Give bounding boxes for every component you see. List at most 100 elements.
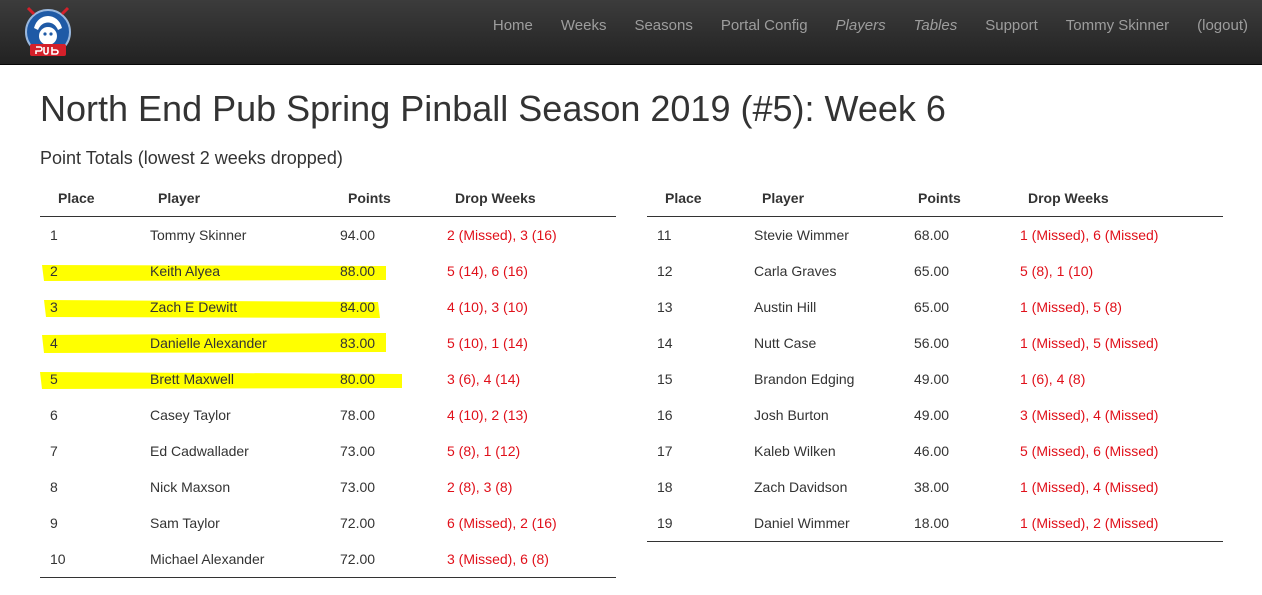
player-name-cell: Danielle Alexander	[150, 335, 267, 351]
drop-weeks-cell: 1 (Missed), 2 (Missed)	[1010, 505, 1223, 542]
drop-weeks-cell: 5 (10), 1 (14)	[447, 335, 528, 351]
nav-seasons[interactable]: Seasons	[634, 16, 693, 34]
place-cell: 6	[50, 407, 58, 423]
table-header-row: Place Player Points Drop Weeks	[647, 180, 1223, 217]
drop-weeks-cell: 3 (6), 4 (14)	[447, 371, 521, 387]
place-cell: 16	[657, 407, 673, 423]
top-navbar: Home Weeks Seasons Portal Config Players…	[0, 0, 1262, 65]
header-player: Player	[140, 180, 330, 217]
north-end-pub-logo-icon[interactable]	[20, 0, 76, 64]
nav-home[interactable]: Home	[492, 16, 533, 34]
points-cell: 49.00	[914, 407, 950, 423]
player-name-cell: Tommy Skinner	[150, 227, 247, 243]
table-row: 3 Zach E Dewitt 84.00 4 (10), 3 (10)	[40, 289, 616, 325]
player-name-cell: Josh Burton	[754, 407, 829, 423]
place-cell: 4	[50, 335, 58, 351]
nav-support[interactable]: Support	[985, 16, 1038, 34]
place-cell: 5	[50, 371, 58, 387]
player-name-cell: Zach Davidson	[754, 479, 848, 495]
place-cell: 14	[657, 335, 673, 351]
points-cell: 18.00	[904, 505, 1010, 542]
points-cell: 80.00	[340, 371, 376, 387]
nav-menu: Home Weeks Seasons Portal Config Players…	[479, 0, 1262, 50]
player-name-cell: Zach E Dewitt	[150, 299, 238, 315]
points-cell: 68.00	[914, 227, 950, 243]
drop-weeks-cell: 1 (6), 4 (8)	[1020, 371, 1086, 387]
header-drop-weeks: Drop Weeks	[1010, 180, 1223, 217]
standings-left-body: 1 Tommy Skinner 94.00 2 (Missed), 3 (16) 2 Ke…	[40, 217, 616, 578]
place-cell: 9	[50, 515, 58, 531]
table-header-row: Place Player Points Drop Weeks	[40, 180, 616, 217]
table-row: 5 Brett Maxwell 80.00 3 (6), 4 (14)	[40, 361, 616, 397]
table-row: 11 Stevie Wimmer 68.00 1 (Missed), 6 (Misse…	[647, 217, 1223, 254]
points-cell: 94.00	[340, 227, 376, 243]
points-cell: 65.00	[914, 263, 950, 279]
place-cell: 2	[50, 263, 58, 279]
points-cell: 56.00	[914, 335, 950, 351]
drop-weeks-cell: 2 (Missed), 3 (16)	[447, 227, 557, 243]
points-cell: 73.00	[340, 443, 376, 459]
drop-weeks-cell: 4 (10), 3 (10)	[447, 299, 528, 315]
nav-user-profile[interactable]: Tommy Skinner	[1065, 16, 1170, 34]
table-row: 19 Daniel Wimmer 18.00 1 (Missed), 2 (Misse…	[647, 505, 1223, 542]
table-row: 10 Michael Alexander 72.00 3 (Missed), 6 (8…	[40, 541, 616, 578]
place-cell: 11	[657, 227, 672, 243]
place-cell: 15	[657, 371, 673, 387]
nav-tables[interactable]: Tables	[913, 16, 958, 34]
points-cell: 88.00	[340, 263, 376, 279]
points-cell: 83.00	[340, 335, 376, 351]
point-totals-subtitle: Point Totals (lowest 2 weeks dropped)	[40, 148, 343, 168]
drop-weeks-cell: 5 (8), 1 (10)	[1020, 263, 1094, 279]
place-cell: 8	[50, 479, 58, 495]
points-cell: 38.00	[914, 479, 950, 495]
header-place: Place	[40, 180, 140, 217]
place-cell: 19	[647, 505, 744, 542]
table-row: 4 Danielle Alexander 83.00 5 (10), 1 (14)	[40, 325, 616, 361]
header-points: Points	[904, 180, 1010, 217]
nav-logout[interactable]: (logout)	[1197, 16, 1248, 34]
standings-table-right: Place Player Points Drop Weeks 11 Stevie …	[647, 180, 1223, 542]
place-cell: 7	[50, 443, 58, 459]
nav-portal-config[interactable]: Portal Config	[720, 16, 808, 34]
place-cell: 17	[657, 443, 673, 459]
player-name-cell: Austin Hill	[754, 299, 817, 315]
drop-weeks-cell: 1 (Missed), 6 (Missed)	[1020, 227, 1159, 243]
nav-players[interactable]: Players	[835, 16, 886, 34]
standings-table-left: Place Player Points Drop Weeks 1 Tommy Sk…	[40, 180, 616, 578]
table-row: 6 Casey Taylor 78.00 4 (10), 2 (13)	[40, 397, 616, 433]
table-row: 16 Josh Burton 49.00 3 (Missed), 4 (Missed)	[647, 397, 1223, 433]
drop-weeks-cell: 4 (10), 2 (13)	[447, 407, 528, 423]
drop-weeks-cell: 3 (Missed), 6 (8)	[437, 541, 616, 578]
player-name-cell: Keith Alyea	[150, 263, 221, 279]
table-row: 14 Nutt Case 56.00 1 (Missed), 5 (Missed)	[647, 325, 1223, 361]
player-name-cell: Nutt Case	[754, 335, 817, 351]
table-row: 2 Keith Alyea 88.00 5 (14), 6 (16)	[40, 253, 616, 289]
table-row: 7 Ed Cadwallader 73.00 5 (8), 1 (12)	[40, 433, 616, 469]
table-row: 13 Austin Hill 65.00 1 (Missed), 5 (8)	[647, 289, 1223, 325]
place-cell: 13	[657, 299, 673, 315]
table-row: 1 Tommy Skinner 94.00 2 (Missed), 3 (16)	[40, 217, 616, 254]
place-cell: 18	[657, 479, 673, 495]
table-row: 17 Kaleb Wilken 46.00 5 (Missed), 6 (Missed…	[647, 433, 1223, 469]
table-row: 15 Brandon Edging 49.00 1 (6), 4 (8)	[647, 361, 1223, 397]
header-player: Player	[744, 180, 904, 217]
player-name-cell: Carla Graves	[754, 263, 837, 279]
points-cell: 72.00	[330, 541, 437, 578]
drop-weeks-cell: 1 (Missed), 4 (Missed)	[1020, 479, 1159, 495]
drop-weeks-cell: 5 (8), 1 (12)	[447, 443, 521, 459]
header-drop-weeks: Drop Weeks	[437, 180, 616, 217]
drop-weeks-cell: 6 (Missed), 2 (16)	[447, 515, 557, 531]
drop-weeks-cell: 1 (Missed), 5 (Missed)	[1020, 335, 1159, 351]
nav-weeks[interactable]: Weeks	[560, 16, 607, 34]
points-cell: 72.00	[340, 515, 376, 531]
player-name-cell: Ed Cadwallader	[150, 443, 249, 459]
player-name-cell: Sam Taylor	[150, 515, 220, 531]
table-row: 12 Carla Graves 65.00 5 (8), 1 (10)	[647, 253, 1223, 289]
player-name-cell: Daniel Wimmer	[744, 505, 904, 542]
header-place: Place	[647, 180, 744, 217]
player-name-cell: Nick Maxson	[150, 479, 231, 495]
drop-weeks-cell: 5 (Missed), 6 (Missed)	[1020, 443, 1159, 459]
page-title: North End Pub Spring Pinball Season 2019…	[40, 88, 946, 129]
standings-right-body: 11 Stevie Wimmer 68.00 1 (Missed), 6 (Misse…	[647, 217, 1223, 542]
points-cell: 65.00	[914, 299, 950, 315]
